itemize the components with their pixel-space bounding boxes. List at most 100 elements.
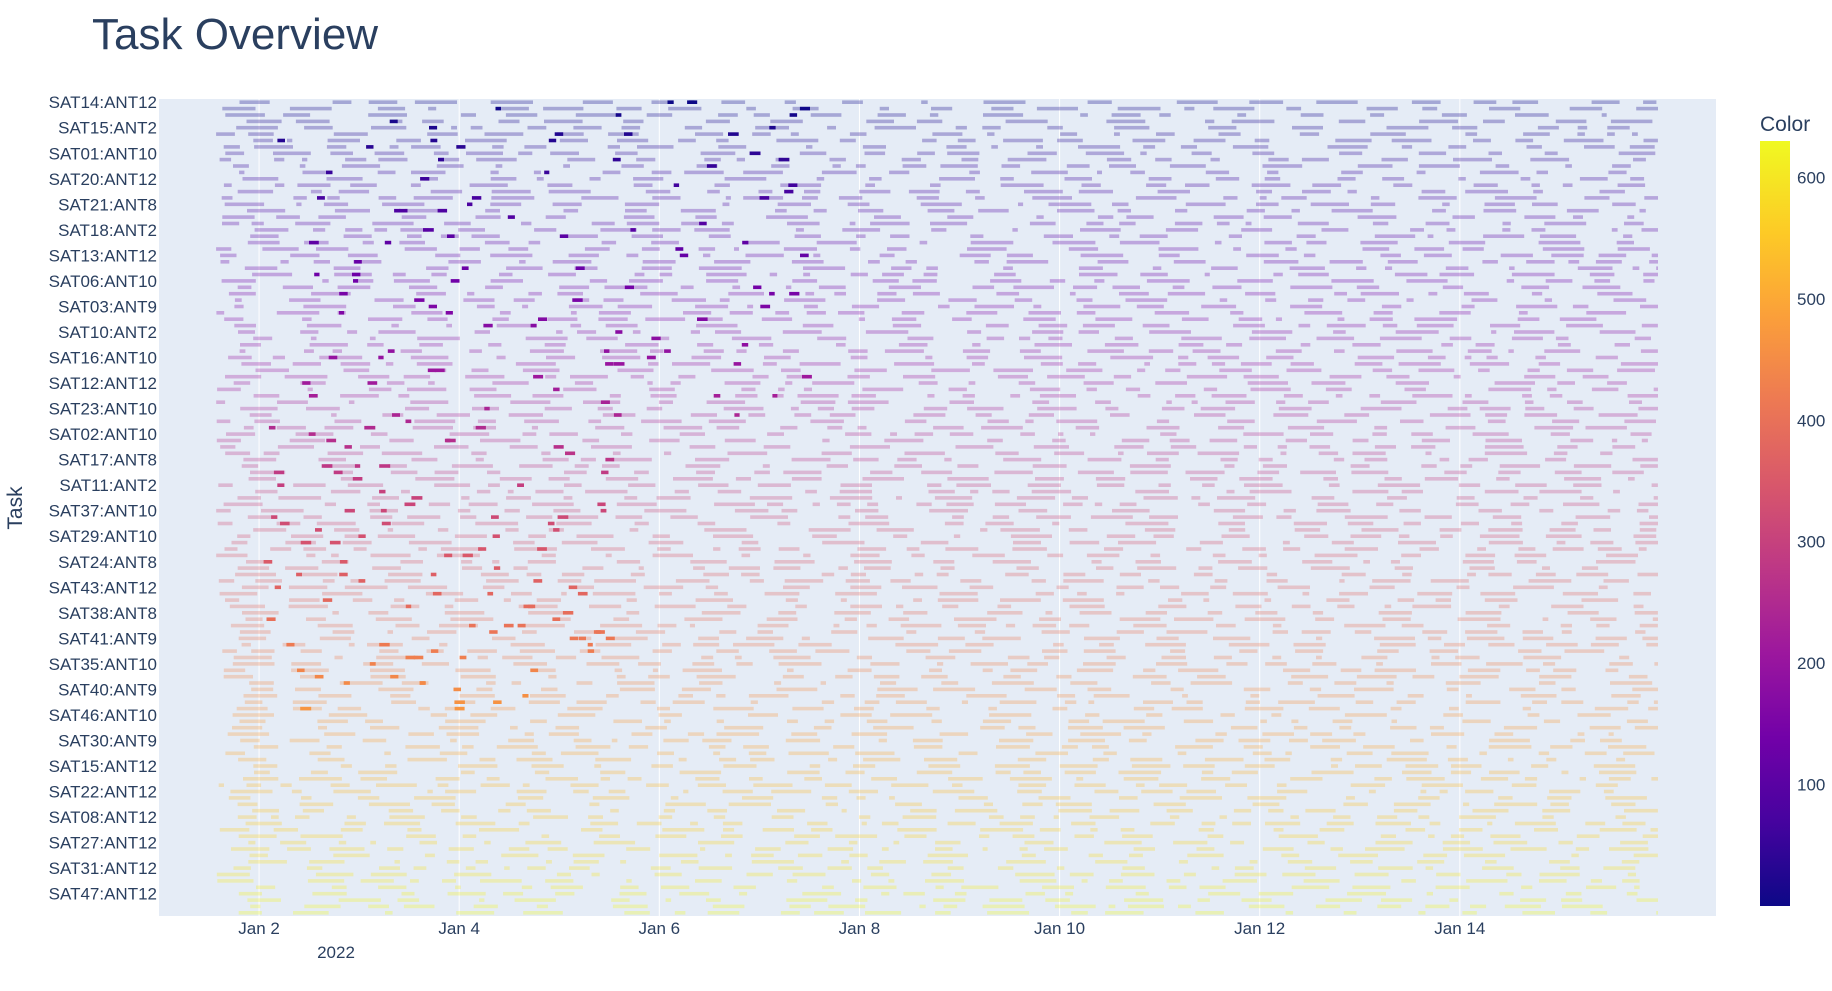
task-bar bbox=[786, 898, 828, 902]
task-bar bbox=[1627, 700, 1639, 704]
task-bar-highlight bbox=[489, 630, 498, 634]
task-bar bbox=[1262, 164, 1303, 168]
task-bar bbox=[327, 196, 340, 200]
task-bar bbox=[469, 183, 508, 187]
task-bar bbox=[1056, 674, 1072, 679]
task-bar bbox=[278, 496, 322, 500]
task-bar bbox=[713, 547, 721, 551]
task-bar bbox=[763, 445, 791, 449]
task-row bbox=[220, 253, 1658, 258]
task-bar bbox=[645, 725, 667, 730]
task-bar bbox=[1412, 604, 1452, 609]
task-bar bbox=[1561, 770, 1569, 775]
task-bar bbox=[448, 847, 474, 851]
task-bar bbox=[632, 330, 641, 334]
task-bar bbox=[1316, 636, 1323, 641]
task-bar bbox=[777, 202, 811, 207]
task-bar bbox=[470, 713, 498, 717]
task-bar bbox=[948, 387, 967, 392]
task-bar bbox=[778, 611, 797, 615]
task-bar bbox=[991, 681, 1034, 685]
task-bar bbox=[896, 604, 904, 609]
task-bar bbox=[1226, 662, 1248, 666]
task-bar bbox=[1235, 604, 1262, 609]
task-bar bbox=[678, 374, 696, 379]
task-bar bbox=[592, 591, 636, 596]
task-bar bbox=[1001, 164, 1021, 168]
task-bar bbox=[734, 655, 742, 660]
task-bar bbox=[1280, 451, 1287, 456]
task-bar bbox=[1016, 496, 1056, 500]
task-bar-highlight bbox=[321, 464, 333, 468]
task-bar bbox=[1242, 547, 1266, 551]
task-bar bbox=[1077, 591, 1087, 596]
task-bar bbox=[630, 374, 644, 379]
colorbar-title: Color bbox=[1760, 113, 1810, 136]
task-bar bbox=[1581, 598, 1619, 602]
task-bar bbox=[381, 451, 423, 456]
task-bar bbox=[295, 687, 321, 692]
task-bar bbox=[243, 425, 254, 430]
task-bar bbox=[820, 681, 826, 685]
task-bar bbox=[433, 151, 449, 156]
task-bar bbox=[485, 208, 500, 213]
task-bar bbox=[1137, 394, 1151, 398]
task-bar bbox=[243, 457, 277, 462]
task-bar-highlight bbox=[789, 291, 800, 296]
task-bar bbox=[563, 496, 573, 500]
task-bar bbox=[687, 732, 705, 736]
task-bar bbox=[1584, 751, 1607, 756]
task-bar bbox=[545, 777, 578, 781]
task-bar bbox=[942, 604, 959, 609]
task-bar bbox=[817, 336, 847, 341]
task-bar bbox=[1069, 604, 1105, 609]
task-bar bbox=[1352, 885, 1391, 890]
task-bar bbox=[378, 157, 408, 162]
task-bar-highlight bbox=[429, 125, 438, 130]
task-bar bbox=[931, 106, 953, 111]
task-bar bbox=[651, 170, 672, 175]
task-bar bbox=[1117, 208, 1131, 213]
task-bar bbox=[1080, 228, 1121, 232]
task-bar bbox=[1018, 381, 1036, 385]
task-bar bbox=[1260, 719, 1267, 724]
task-bar bbox=[333, 789, 371, 794]
task-bar bbox=[1479, 751, 1487, 756]
task-bar bbox=[838, 311, 865, 315]
task-bar bbox=[1268, 157, 1289, 162]
task-bar bbox=[1210, 585, 1227, 590]
task-bar bbox=[1304, 311, 1343, 315]
task-bar bbox=[785, 381, 793, 385]
task-bar bbox=[648, 674, 670, 679]
task-bar bbox=[1197, 898, 1210, 902]
task-bar bbox=[1407, 694, 1424, 698]
task-bar bbox=[664, 719, 671, 724]
task-bar-highlight bbox=[419, 681, 426, 685]
task-bar bbox=[785, 738, 821, 743]
task-bar-highlight bbox=[673, 183, 680, 187]
task-bar bbox=[855, 751, 895, 756]
task-bar bbox=[1218, 132, 1241, 136]
task-bar bbox=[691, 355, 722, 360]
task-bar-highlight bbox=[624, 285, 634, 290]
task-bar bbox=[1265, 298, 1277, 302]
task-bar-highlight bbox=[769, 125, 776, 130]
task-bar bbox=[1036, 106, 1078, 111]
task-bar bbox=[1566, 368, 1594, 373]
task-bar bbox=[1590, 879, 1602, 883]
task-bar bbox=[1543, 719, 1561, 724]
task-row bbox=[232, 662, 1658, 666]
task-bar bbox=[1350, 464, 1370, 468]
task-bar bbox=[313, 228, 326, 232]
task-bar-highlight bbox=[664, 349, 671, 353]
task-bar bbox=[1277, 445, 1287, 449]
task-bar bbox=[795, 228, 804, 232]
task-bar bbox=[1435, 598, 1451, 602]
task-bar bbox=[390, 694, 411, 698]
task-bar bbox=[1374, 668, 1416, 673]
task-bar bbox=[685, 464, 721, 468]
task-bar bbox=[236, 706, 268, 711]
task-bar bbox=[697, 783, 726, 787]
task-bar bbox=[1633, 157, 1646, 162]
task-bar bbox=[821, 170, 857, 175]
